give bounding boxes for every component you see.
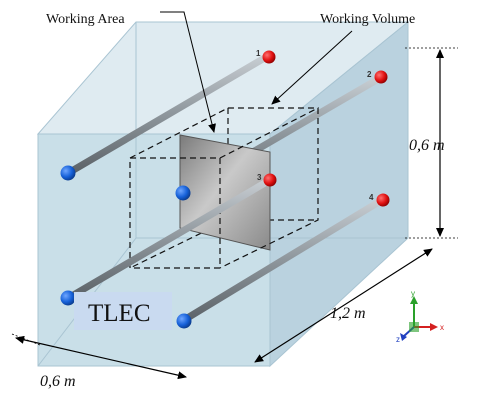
tlec-label-bg bbox=[74, 292, 172, 330]
electrode-3-start bbox=[60, 165, 76, 181]
electrode-4-end bbox=[376, 193, 390, 207]
working-area-arrow bbox=[160, 11, 216, 133]
electrode-rod-3 bbox=[66, 52, 272, 176]
electrode-1-end bbox=[263, 173, 277, 187]
electrode-label-2: 2 bbox=[367, 70, 372, 79]
axis-triad bbox=[400, 296, 438, 341]
axis-y-label: y bbox=[411, 289, 415, 298]
electrode-2-start bbox=[175, 185, 191, 201]
length-label: 1,2 m bbox=[330, 305, 366, 322]
axis-x-label: x bbox=[440, 323, 444, 332]
height-label: 0,6 m bbox=[409, 137, 445, 154]
length-dimension bbox=[254, 248, 433, 363]
electrode-2-end bbox=[374, 70, 388, 84]
working-volume-label: Working Volume bbox=[320, 12, 415, 27]
electrode-label-1: 3 bbox=[257, 173, 262, 182]
electrode-3-end bbox=[262, 50, 276, 64]
width-dimension bbox=[11, 333, 187, 380]
electrode-1-start bbox=[60, 290, 76, 306]
height-dimension bbox=[405, 47, 458, 239]
electrode-label-4: 4 bbox=[369, 193, 374, 202]
electrode-label-3: 1 bbox=[256, 49, 261, 58]
electrode-rod-1 bbox=[66, 176, 274, 301]
tlec-label: TLEC bbox=[88, 300, 151, 327]
working-volume-arrow bbox=[271, 30, 353, 105]
axis-z-label: z bbox=[396, 335, 400, 344]
working-area-label: Working Area bbox=[46, 12, 125, 27]
width-label: 0,6 m bbox=[40, 373, 76, 390]
electrode-4-start bbox=[176, 313, 192, 329]
working-volume-front bbox=[129, 107, 319, 269]
